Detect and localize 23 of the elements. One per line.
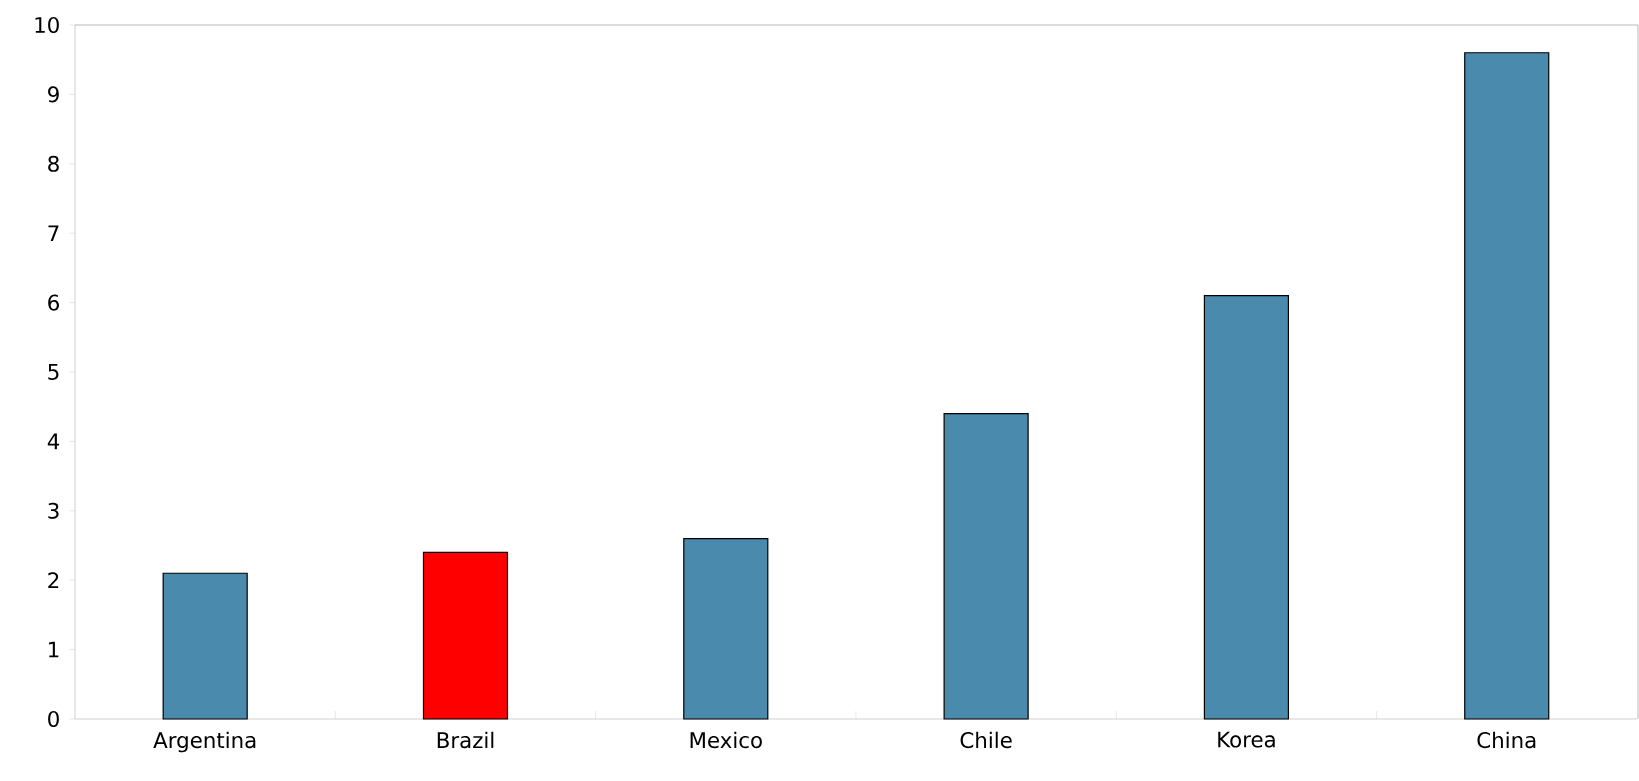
bar: [943, 413, 1029, 720]
y-tick-label: 10: [35, 16, 59, 34]
y-tick-label: 9: [48, 86, 59, 103]
y-tick-label: 0: [48, 710, 59, 728]
x-tick-label: Brazil: [437, 731, 494, 749]
y-tick-label: 6: [48, 294, 59, 311]
y-tick-label: 5: [48, 364, 59, 380]
x-tick-label: China: [1477, 731, 1536, 749]
y-tick-label: 4: [47, 433, 60, 450]
y-tick-label: 3: [48, 502, 59, 519]
x-tick-label: Chile: [960, 731, 1012, 749]
x-tick-label: Mexico: [690, 731, 762, 749]
y-tick-label: 8: [48, 155, 59, 172]
x-tick-label: Korea: [1218, 731, 1275, 748]
y-tick-label: 7: [48, 225, 59, 241]
bar: [162, 572, 248, 720]
bar: [422, 551, 509, 720]
y-tick-label: 1: [49, 641, 59, 658]
x-tick-label: Argentina: [153, 731, 256, 753]
bar: [1203, 295, 1290, 720]
y-tick-label: 2: [48, 572, 59, 589]
bar: [683, 537, 769, 720]
bar: [1464, 52, 1550, 720]
